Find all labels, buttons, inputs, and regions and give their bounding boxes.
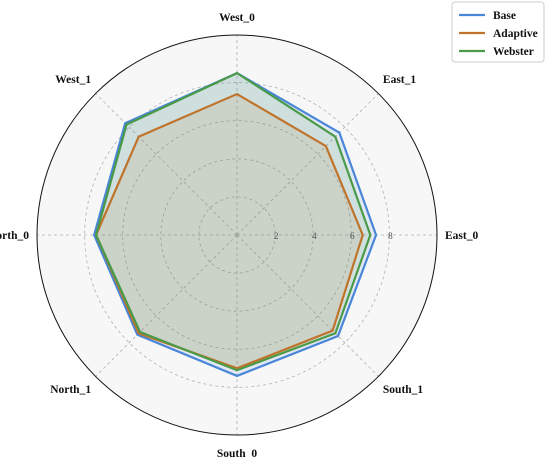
series-fill-webster (96, 73, 371, 371)
series-fill-base (94, 73, 377, 376)
category-label: North_0 (0, 230, 29, 242)
grid-ring-1 (160, 158, 314, 312)
r-tick-label: 2 (274, 232, 279, 242)
legend-label: Adaptive (493, 28, 538, 40)
category-label: West_1 (55, 74, 91, 86)
plot-frame (36, 34, 438, 436)
category-label: South_1 (383, 384, 424, 396)
chart-legend: Base Adaptive Webster (451, 1, 545, 63)
category-label: East_0 (445, 230, 478, 242)
series-line-webster (94, 71, 372, 372)
r-tick-label: 6 (350, 232, 355, 242)
category-label: North_1 (50, 384, 91, 396)
legend-box (451, 1, 545, 63)
category-label: East_1 (383, 74, 416, 86)
radar-series (92, 71, 378, 378)
r-tick-label: 8 (388, 232, 393, 242)
series-fill-adaptive (96, 94, 363, 369)
legend-label: Webster (493, 46, 534, 58)
r-tick-label: 4 (312, 232, 317, 242)
legend-label: Base (493, 10, 516, 22)
radar-labels: 2 4 6 8 East_0 East_1 West_0 West_1 North_0 North… (0, 12, 478, 457)
category-label: South_0 (217, 448, 258, 457)
series-line-base (92, 71, 378, 378)
category-label: West_0 (219, 12, 255, 24)
